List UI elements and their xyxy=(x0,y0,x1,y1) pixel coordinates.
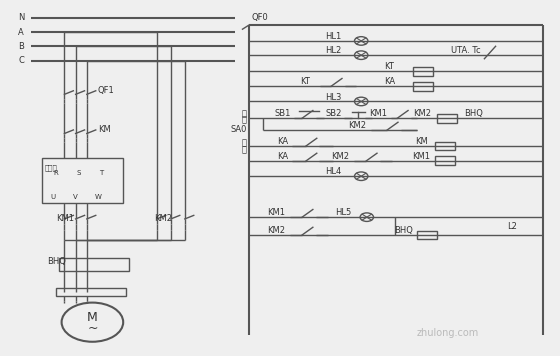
Text: HL3: HL3 xyxy=(325,93,342,102)
Text: KM2: KM2 xyxy=(348,121,366,130)
Text: 手: 手 xyxy=(241,109,246,119)
Text: KM: KM xyxy=(415,137,427,146)
Text: A: A xyxy=(18,27,24,37)
Text: KM1: KM1 xyxy=(369,109,387,119)
Text: KM2: KM2 xyxy=(413,109,431,119)
Text: 自: 自 xyxy=(241,138,246,148)
Bar xyxy=(59,258,129,271)
Text: KM1: KM1 xyxy=(267,208,285,218)
Text: HL1: HL1 xyxy=(325,32,342,41)
Text: BHQ: BHQ xyxy=(394,226,413,235)
Text: QF0: QF0 xyxy=(252,13,269,22)
Bar xyxy=(436,141,455,150)
Text: 动: 动 xyxy=(241,145,246,154)
Text: S: S xyxy=(76,170,81,176)
Text: KM1: KM1 xyxy=(56,214,74,224)
Text: KT: KT xyxy=(384,62,394,72)
Text: M: M xyxy=(87,312,98,324)
Text: KA: KA xyxy=(277,152,288,161)
Text: KM1: KM1 xyxy=(412,152,430,161)
Text: KA: KA xyxy=(277,137,288,146)
Bar xyxy=(413,67,432,75)
Text: BHQ: BHQ xyxy=(48,257,67,266)
Text: KT: KT xyxy=(300,77,310,87)
Text: L2: L2 xyxy=(507,221,517,231)
Text: KM2: KM2 xyxy=(154,214,172,224)
Text: KM: KM xyxy=(98,125,111,135)
Text: KM2: KM2 xyxy=(332,152,349,161)
Text: V: V xyxy=(73,194,78,199)
Text: UTA. Tc: UTA. Tc xyxy=(451,46,480,56)
Text: zhulong.com: zhulong.com xyxy=(417,328,479,338)
Text: BHQ: BHQ xyxy=(464,109,483,119)
Text: B: B xyxy=(18,42,24,51)
Text: HL2: HL2 xyxy=(325,46,342,56)
Text: SB2: SB2 xyxy=(325,109,342,119)
Bar xyxy=(417,231,437,239)
Text: KA: KA xyxy=(384,77,395,87)
Text: T: T xyxy=(99,170,103,176)
Text: N: N xyxy=(18,13,25,22)
Bar xyxy=(437,114,457,122)
Text: QF1: QF1 xyxy=(98,86,115,95)
Text: R: R xyxy=(54,170,58,176)
Bar xyxy=(436,156,455,165)
Text: KM2: KM2 xyxy=(267,226,285,235)
Text: W: W xyxy=(95,194,101,199)
Text: HL5: HL5 xyxy=(335,208,352,218)
Text: U: U xyxy=(50,194,56,199)
Bar xyxy=(42,158,123,203)
Text: HL4: HL4 xyxy=(325,167,342,177)
Text: SA0: SA0 xyxy=(230,125,246,135)
Text: SB1: SB1 xyxy=(274,109,291,119)
Text: ~: ~ xyxy=(87,322,97,335)
Bar xyxy=(56,288,126,296)
Text: 动: 动 xyxy=(241,115,246,125)
Bar xyxy=(413,82,432,90)
Text: C: C xyxy=(18,56,24,65)
Text: 变频器: 变频器 xyxy=(45,165,58,172)
